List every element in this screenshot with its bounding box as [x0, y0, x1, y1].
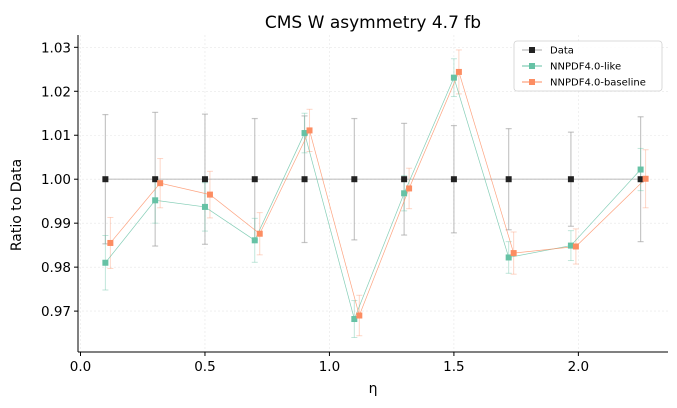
error-bars	[102, 49, 649, 338]
nnpdf4-0-baseline-point-7	[455, 68, 462, 75]
legend-marker-nnpdf4-0-baseline	[529, 79, 535, 85]
data-points	[102, 68, 649, 323]
legend-box	[513, 40, 663, 92]
data-point-7	[450, 176, 457, 183]
nnpdf4-0-baseline-point-10	[642, 175, 649, 182]
y-tick-label-4: 1.01	[41, 128, 71, 144]
data-point-0	[102, 176, 109, 183]
data-point-1	[152, 176, 159, 183]
nnpdf4-0-baseline-point-1	[157, 180, 164, 187]
data-point-4	[301, 176, 308, 183]
nnpdf4-0-like-point-1	[152, 197, 159, 204]
x-tick-label-0: 0.0	[70, 359, 91, 375]
x-tick-label-2: 1.0	[319, 359, 340, 375]
nnpdf4-0-baseline-line	[110, 70, 646, 317]
grid-lines	[78, 35, 668, 352]
nnpdf4-0-baseline-point-3	[256, 230, 263, 237]
nnpdf4-0-like-point-8	[505, 254, 512, 261]
y-tick-label-2: 0.99	[41, 216, 71, 232]
y-tick-label-0: 0.97	[41, 304, 71, 320]
y-tick-label-5: 1.02	[41, 84, 71, 100]
ticks: 0.0 0.5 1.0 1.5 2.0 0.97 0.98 0.99 1.00 1.01 1.02 1…	[41, 40, 589, 375]
nnpdf4-0-like-point-0	[102, 259, 109, 266]
data-point-5	[351, 176, 358, 183]
nnpdf4-0-like-line	[105, 76, 641, 321]
series-lines	[105, 70, 646, 321]
data-point-6	[401, 176, 408, 183]
legend-label-data: Data	[550, 46, 574, 57]
data-point-9	[567, 176, 574, 183]
legend-label-nnpdf4-0-baseline: NNPDF4.0-baseline	[550, 78, 646, 89]
data-point-8	[505, 176, 512, 183]
x-tick-label-4: 2.0	[568, 359, 589, 375]
nnpdf4-0-baseline-point-5	[356, 312, 363, 319]
nnpdf4-0-like-point-6	[401, 190, 408, 197]
data-point-10	[637, 176, 644, 183]
nnpdf4-0-baseline-point-6	[406, 185, 413, 192]
x-tick-label-3: 1.5	[443, 359, 464, 375]
chart-title: CMS W asymmetry 4.7 fb	[265, 13, 481, 33]
y-tick-label-3: 1.00	[41, 172, 71, 188]
x-tick-label-1: 0.5	[194, 359, 215, 375]
legend: Data NNPDF4.0-like NNPDF4.0-baseline	[513, 40, 663, 92]
nnpdf4-0-baseline-point-2	[206, 191, 213, 198]
y-axis-label: Ratio to Data	[9, 159, 25, 251]
legend-marker-nnpdf4-0-like	[529, 63, 535, 69]
y-tick-label-1: 0.98	[41, 260, 71, 276]
nnpdf4-0-baseline-point-0	[107, 239, 114, 246]
data-point-2	[201, 176, 208, 183]
legend-marker-data	[529, 47, 535, 53]
nnpdf4-0-baseline-point-8	[510, 250, 517, 257]
nnpdf4-0-baseline-point-9	[572, 243, 579, 250]
nnpdf4-0-like-point-9	[567, 242, 574, 249]
nnpdf4-0-like-point-4	[301, 130, 308, 137]
data-point-3	[251, 176, 258, 183]
legend-label-nnpdf4-0-like: NNPDF4.0-like	[550, 62, 621, 73]
x-axis-label: η	[369, 381, 378, 397]
nnpdf4-0-like-point-2	[201, 203, 208, 210]
nnpdf4-0-like-point-5	[351, 316, 358, 323]
nnpdf4-0-baseline-point-4	[306, 127, 313, 134]
axes	[77, 35, 668, 353]
nnpdf4-0-like-point-7	[450, 74, 457, 81]
nnpdf4-0-like-point-3	[251, 237, 258, 244]
nnpdf4-0-like-point-10	[637, 166, 644, 173]
y-tick-label-6: 1.03	[41, 40, 71, 56]
